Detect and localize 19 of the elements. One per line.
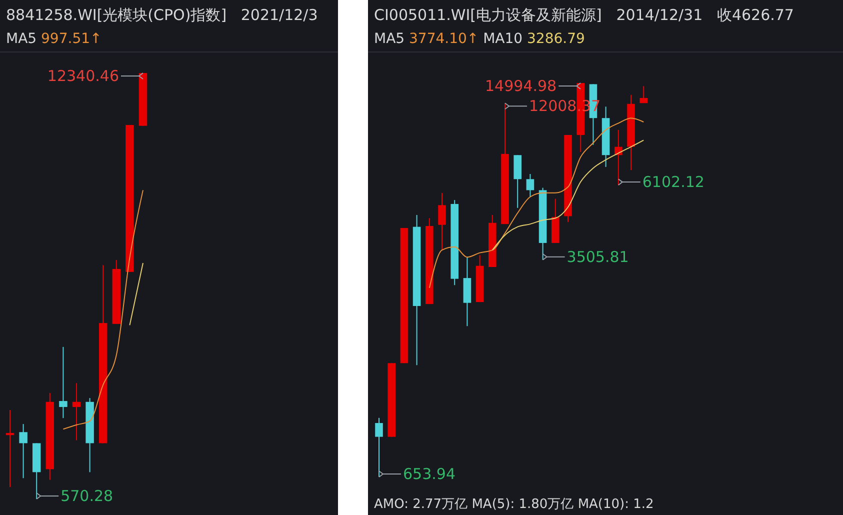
- candlestick: [72, 382, 81, 441]
- candlestick: [438, 192, 446, 251]
- chart-title: 8841258.WI[光模块(CPO)指数] 2021/12/3: [6, 6, 318, 24]
- annotation: 14994.98: [485, 77, 557, 95]
- candlestick: [19, 424, 28, 479]
- candlestick: [526, 174, 534, 198]
- candlestick: [375, 417, 383, 478]
- candlestick: [6, 409, 14, 488]
- candlestick: [640, 86, 648, 104]
- candlestick: [59, 346, 68, 419]
- chart-subtitle: MA5 997.51↑: [6, 31, 102, 47]
- annotation: 3505.81: [566, 248, 629, 266]
- annotation: 570.28: [60, 487, 114, 505]
- annotation: 12340.46: [47, 67, 119, 85]
- text: AMO: 2.77万亿 MA(5): 1.80万亿 MA(10): 1.2: [374, 497, 654, 512]
- chart-title: CI005011.WI[电力设备及新能源] 2014/12/31 收4626.77: [374, 6, 794, 24]
- chart-subtitle: MA5 3774.10↑ MA10 3286.79: [374, 31, 585, 47]
- annotation: 653.94: [403, 465, 456, 483]
- annotation: 6102.12: [642, 173, 704, 192]
